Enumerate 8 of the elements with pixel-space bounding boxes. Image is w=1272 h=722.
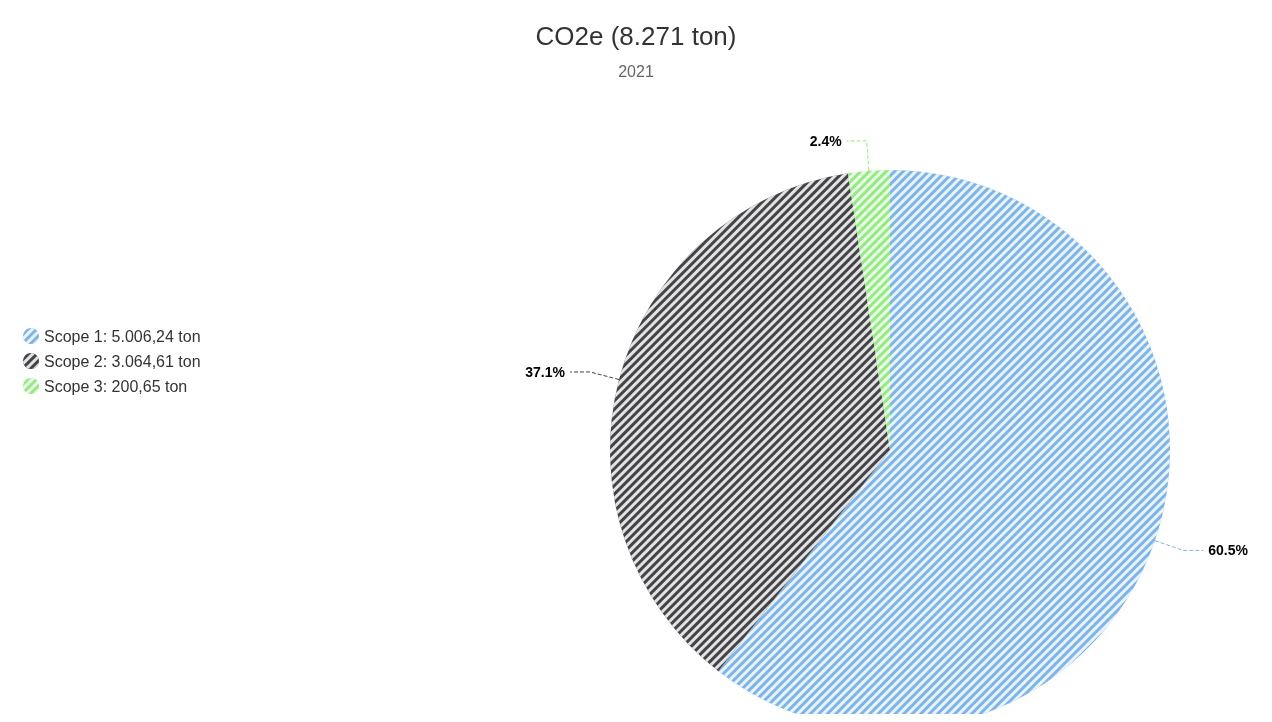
legend-label: Scope 2: 3.064,61 ton xyxy=(44,352,201,370)
legend-label: Scope 3: 200,65 ton xyxy=(44,377,188,395)
legend-label: Scope 1: 5.006,24 ton xyxy=(44,327,201,345)
chart-subtitle: 2021 xyxy=(618,62,654,80)
data-label: 37.1% xyxy=(525,363,566,380)
data-label: 2.4% xyxy=(809,132,843,149)
data-label: 60.5% xyxy=(1208,542,1249,559)
chart-title: CO2e (8.271 ton) xyxy=(535,21,737,51)
